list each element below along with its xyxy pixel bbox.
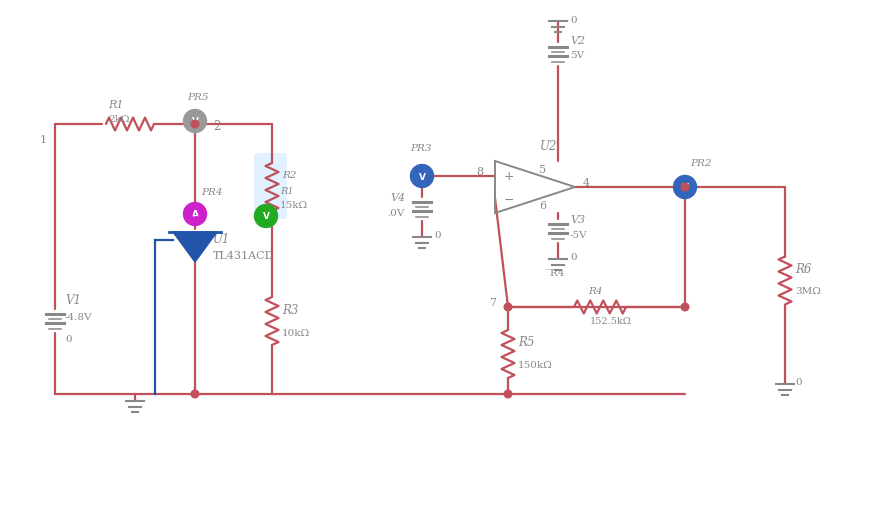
Circle shape: [184, 110, 207, 133]
Text: R3: R3: [282, 303, 298, 316]
Text: R5: R5: [518, 336, 534, 349]
Text: 0: 0: [65, 335, 71, 344]
Text: R6: R6: [795, 263, 811, 275]
Text: V: V: [192, 117, 199, 126]
Text: 4: 4: [583, 178, 590, 188]
Text: V1: V1: [65, 293, 81, 306]
Text: −: −: [504, 193, 515, 206]
Text: 0: 0: [570, 15, 576, 24]
Text: 5: 5: [539, 165, 546, 175]
Circle shape: [184, 203, 207, 226]
Text: V2: V2: [570, 36, 585, 46]
Text: 150kΩ: 150kΩ: [518, 360, 553, 369]
Circle shape: [504, 303, 512, 311]
Text: 2kΩ: 2kΩ: [108, 115, 129, 124]
Text: +: +: [504, 169, 515, 182]
Text: V4: V4: [390, 192, 405, 203]
Text: TL431ACD: TL431ACD: [213, 250, 275, 261]
Circle shape: [681, 184, 689, 191]
Text: V: V: [681, 183, 688, 192]
FancyBboxPatch shape: [254, 154, 287, 219]
Text: -4.8V: -4.8V: [65, 312, 92, 321]
Text: U2: U2: [540, 140, 557, 153]
Text: 5V: 5V: [570, 51, 584, 61]
Text: A: A: [192, 210, 199, 219]
Circle shape: [254, 205, 277, 228]
Text: V: V: [262, 212, 269, 221]
Text: R1: R1: [108, 100, 123, 110]
Polygon shape: [173, 233, 217, 263]
Text: 8: 8: [476, 166, 483, 177]
Circle shape: [191, 390, 199, 398]
Text: PR3: PR3: [410, 144, 431, 153]
Text: R1: R1: [280, 187, 294, 196]
Text: V: V: [419, 172, 426, 181]
Text: 6: 6: [539, 201, 546, 211]
Circle shape: [673, 176, 696, 199]
Text: 0: 0: [434, 231, 441, 240]
Text: V3: V3: [570, 215, 585, 224]
Text: PR5: PR5: [187, 92, 209, 101]
Text: 7: 7: [489, 297, 496, 307]
Text: .0V: .0V: [387, 209, 405, 218]
Text: PR4: PR4: [201, 188, 223, 197]
Text: 15kΩ: 15kΩ: [280, 201, 308, 210]
Text: 2: 2: [213, 120, 220, 133]
Text: U1: U1: [213, 233, 231, 246]
Circle shape: [681, 303, 689, 311]
Circle shape: [504, 390, 512, 398]
Circle shape: [191, 121, 199, 129]
Text: 10kΩ: 10kΩ: [282, 329, 310, 338]
Text: 0: 0: [570, 253, 576, 262]
Text: PR2: PR2: [690, 158, 712, 167]
Text: -5V: -5V: [570, 231, 588, 240]
Text: 1: 1: [40, 135, 47, 145]
Text: R2: R2: [282, 171, 297, 180]
Text: 3MΩ: 3MΩ: [795, 287, 821, 295]
Text: R4: R4: [588, 287, 602, 296]
Text: 152.5kΩ: 152.5kΩ: [590, 317, 632, 326]
Text: 0: 0: [795, 378, 802, 387]
Circle shape: [410, 165, 434, 188]
Text: ̅R4: ̅R4: [550, 269, 564, 278]
